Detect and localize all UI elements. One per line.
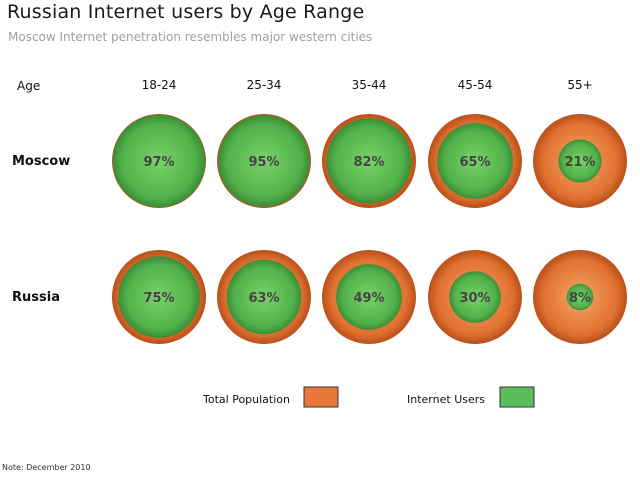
- row-label-russia: Russia: [12, 290, 60, 305]
- users-bubble-russia-0: [118, 256, 200, 338]
- users-bubble-moscow-0: [112, 114, 206, 208]
- legend-label-0: Total Population: [202, 393, 290, 406]
- users-bubble-moscow-3: [437, 123, 513, 199]
- users-bubble-moscow-2: [326, 118, 412, 204]
- age-label-25-34: 25-34: [247, 78, 282, 92]
- value-label-moscow-4: 21%: [564, 155, 595, 170]
- chart-note: Note: December 2010: [2, 463, 91, 472]
- row-label-moscow: Moscow: [12, 154, 70, 169]
- value-label-russia-1: 63%: [248, 291, 279, 306]
- users-bubble-russia-4: [566, 283, 594, 311]
- value-label-moscow-3: 65%: [459, 155, 490, 170]
- legend-swatch-1: [499, 386, 535, 408]
- age-label-55+: 55+: [567, 78, 592, 92]
- value-label-russia-4: 8%: [569, 291, 591, 306]
- value-label-moscow-2: 82%: [353, 155, 384, 170]
- value-label-moscow-1: 95%: [248, 155, 279, 170]
- chart-subtitle: Moscow Internet penetration resembles ma…: [8, 30, 373, 44]
- users-bubble-russia-3: [449, 271, 501, 323]
- value-label-russia-2: 49%: [353, 291, 384, 306]
- age-label-45-54: 45-54: [458, 78, 493, 92]
- age-label-18-24: 18-24: [142, 78, 177, 92]
- chart-title: Russian Internet users by Age Range: [7, 1, 365, 23]
- age-header: Age: [17, 79, 40, 93]
- users-bubble-russia-2: [336, 264, 402, 330]
- age-label-35-44: 35-44: [352, 78, 387, 92]
- users-bubble-moscow-4: [558, 139, 602, 183]
- users-bubble-moscow-1: [218, 115, 310, 207]
- users-bubble-russia-1: [226, 259, 302, 335]
- value-label-moscow-0: 97%: [143, 155, 174, 170]
- legend-swatch-0: [303, 386, 339, 408]
- legend-label-1: Internet Users: [407, 393, 485, 406]
- value-label-russia-0: 75%: [143, 291, 174, 306]
- value-label-russia-3: 30%: [459, 291, 490, 306]
